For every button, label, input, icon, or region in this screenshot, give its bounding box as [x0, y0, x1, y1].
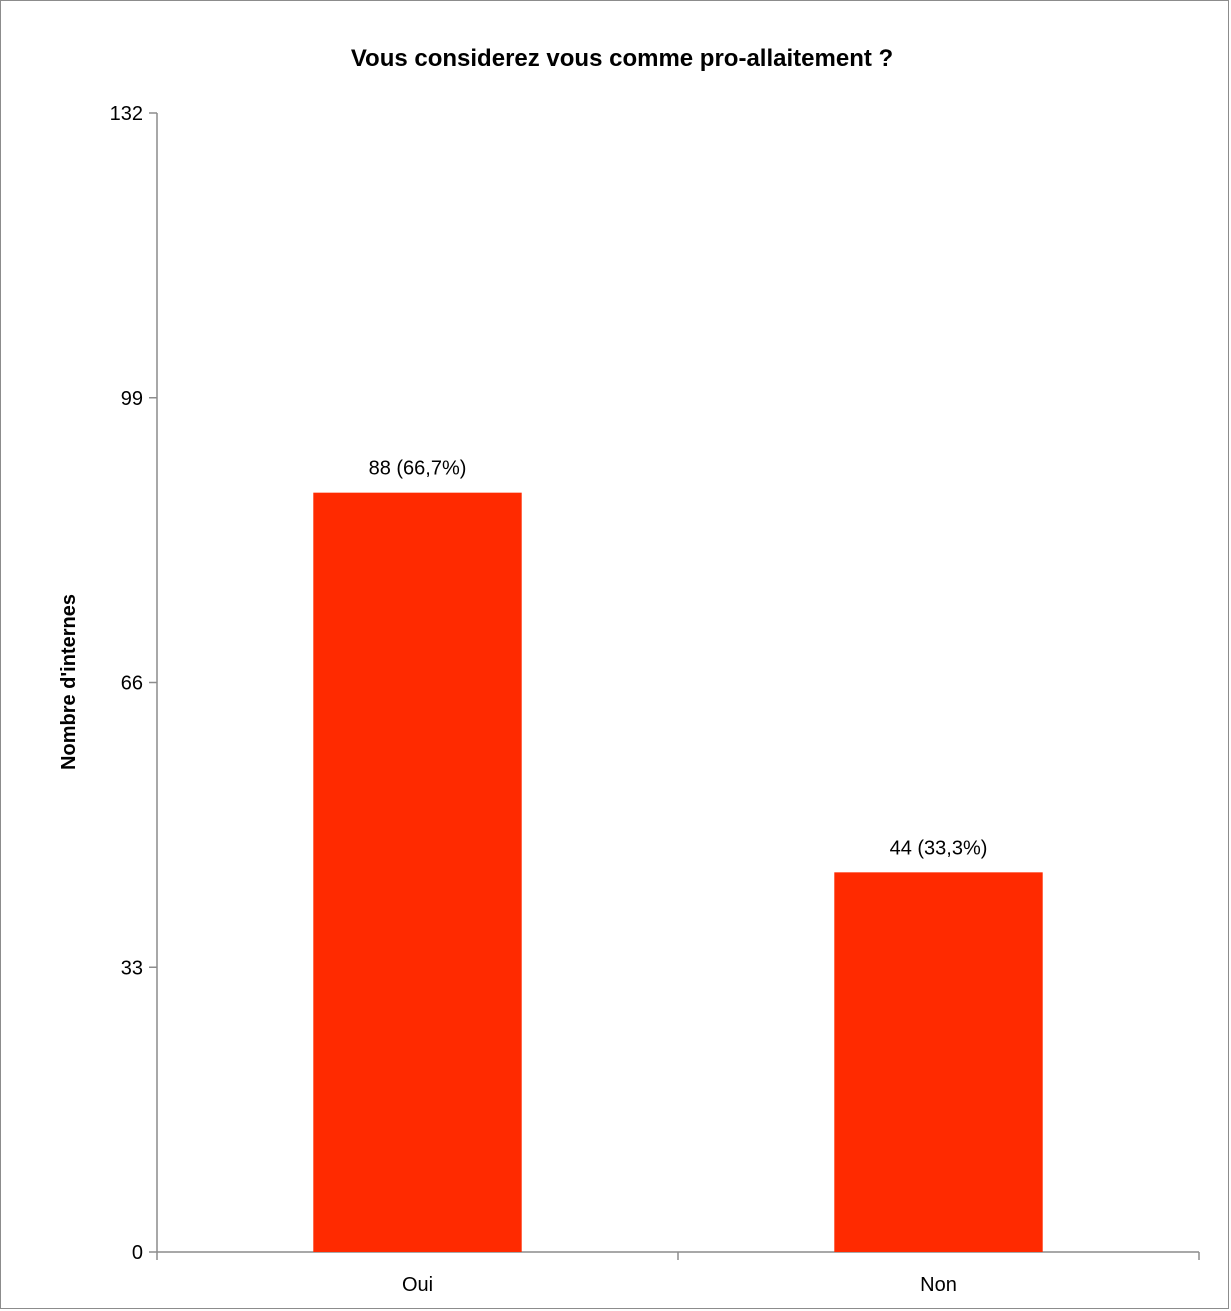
y-tick-label: 0: [132, 1242, 143, 1264]
x-tick-label: Non: [920, 1274, 957, 1296]
y-tick-label: 66: [121, 673, 143, 695]
bar-non: [834, 872, 1043, 1252]
y-tick-label: 33: [121, 957, 143, 979]
plot-area: 0 33 66 99 132 88 (66,7%) Oui 44 (33,3%) Non: [110, 103, 1200, 1296]
y-tick-label: 99: [121, 388, 143, 410]
y-axis-label: Nombre d'internes: [58, 594, 80, 770]
y-tick-label: 132: [110, 103, 143, 125]
x-tick-label: Oui: [402, 1274, 433, 1296]
chart-title: Vous considerez vous comme pro-allaiteme…: [351, 45, 893, 72]
bar-oui: [313, 492, 522, 1253]
data-label: 44 (33,3%): [890, 837, 988, 859]
data-label: 88 (66,7%): [369, 458, 467, 480]
